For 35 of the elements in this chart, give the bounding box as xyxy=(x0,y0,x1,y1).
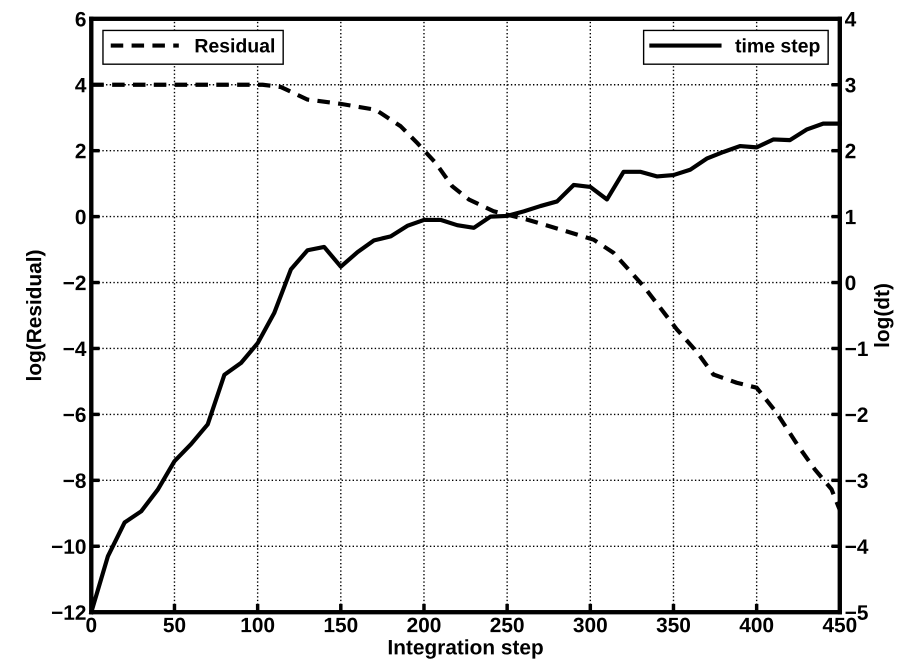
y-tick-label: 6 xyxy=(76,12,86,27)
legend-label: Residual xyxy=(196,38,274,53)
y2-tick-label: −2 xyxy=(846,407,868,422)
y-tick-label: −12 xyxy=(52,605,86,620)
x-tick-label: 300 xyxy=(573,618,607,632)
x-tick-label: 250 xyxy=(490,618,524,632)
y-tick-label: −6 xyxy=(64,407,86,422)
x-tick-label: 400 xyxy=(740,618,774,632)
y-axis-title: log(Residual) xyxy=(26,250,46,380)
x-tick-label: 150 xyxy=(324,618,358,632)
y2-tick-label: 1 xyxy=(846,210,856,224)
y2-tick-label: −3 xyxy=(846,473,868,488)
y-tick-label: 0 xyxy=(76,210,86,224)
y2-tick-label: 2 xyxy=(845,144,856,158)
y2-tick-label: −5 xyxy=(846,605,868,620)
y-tick-label: −2 xyxy=(64,276,86,290)
x-tick-label: 350 xyxy=(656,618,690,632)
x-axis-title: Integration step xyxy=(388,639,543,659)
x-tick-label: 100 xyxy=(242,618,274,632)
y2-axis-title: log(dt) xyxy=(874,284,894,346)
x-tick-label: 450 xyxy=(822,618,856,632)
y-tick-label: 4 xyxy=(75,78,86,92)
y-tick-label: −4 xyxy=(64,342,86,356)
x-tick-label: 200 xyxy=(407,618,441,632)
y2-tick-label: 4 xyxy=(844,12,856,26)
y2-tick-label: −1 xyxy=(846,342,868,356)
x-tick-label: 50 xyxy=(164,618,186,632)
y-tick-label: −8 xyxy=(64,473,86,488)
y-tick-label: −10 xyxy=(52,539,86,554)
y2-tick-label: 0 xyxy=(846,276,856,290)
legend-label: time step xyxy=(735,38,820,56)
x-tick-label: 0 xyxy=(86,618,96,632)
y2-tick-label: −4 xyxy=(846,539,868,554)
y-tick-label: 2 xyxy=(76,144,86,158)
y2-tick-label: 3 xyxy=(845,78,856,93)
